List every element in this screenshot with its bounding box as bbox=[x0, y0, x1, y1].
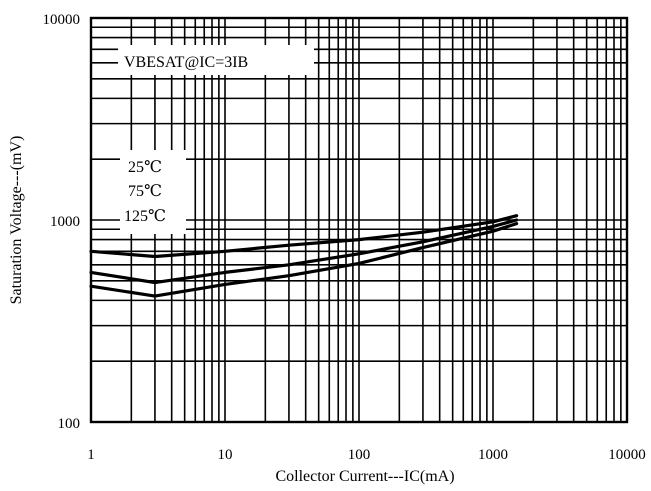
condition-label: VBESAT@IC=3IB bbox=[124, 54, 248, 71]
grid bbox=[91, 18, 627, 422]
y-tick-label: 10000 bbox=[43, 12, 81, 28]
legend-entry-125c: 125℃ bbox=[124, 208, 166, 225]
series-line-3 bbox=[89, 222, 519, 298]
x-tick-label: 1000 bbox=[478, 447, 508, 463]
series-lines bbox=[89, 214, 519, 298]
series-line-1 bbox=[89, 214, 519, 259]
x-tick-label: 10 bbox=[218, 447, 233, 463]
x-tick-label: 10000 bbox=[608, 447, 646, 463]
series-line-2 bbox=[89, 218, 519, 285]
legend-entry-25c: 25℃ bbox=[128, 159, 162, 176]
x-tick-labels: 1 10 100 1000 10000 bbox=[87, 447, 646, 463]
y-tick-labels: 100 1000 10000 bbox=[43, 12, 81, 432]
y-axis-title: Saturation Voltage---(mV) bbox=[8, 136, 25, 305]
legend: 25℃ 75℃ 125℃ bbox=[120, 150, 186, 234]
x-axis-title: Collector Current---IC(mA) bbox=[275, 468, 454, 485]
y-tick-label: 100 bbox=[58, 416, 81, 432]
y-tick-label: 1000 bbox=[50, 214, 80, 230]
x-tick-label: 1 bbox=[87, 447, 95, 463]
legend-entry-75c: 75℃ bbox=[128, 183, 162, 200]
x-tick-label: 100 bbox=[348, 447, 371, 463]
plot-frame bbox=[89, 16, 629, 424]
condition-label-box: VBESAT@IC=3IB bbox=[118, 45, 314, 75]
